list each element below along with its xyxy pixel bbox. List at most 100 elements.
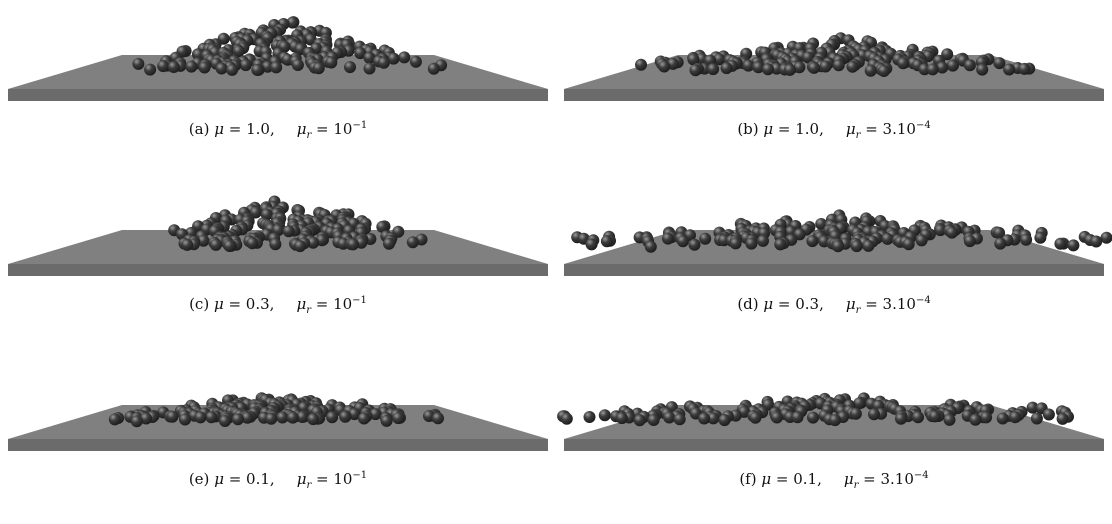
sphere [219,415,231,427]
sphere [1056,412,1069,425]
sphere [676,235,689,248]
mu-r-symbol: μ [845,120,856,138]
sphere [239,59,252,72]
mu-r-exponent: −1 [352,470,368,481]
sphere [1026,401,1039,414]
sphere [1067,239,1080,252]
sphere [699,232,712,245]
sphere [868,408,880,421]
sphere [774,238,787,251]
caption-label: (f) [739,470,762,488]
sphere [363,62,376,75]
sphere [209,238,222,251]
sphere [689,64,702,77]
sphere [946,59,959,72]
sphere [363,51,376,64]
comma: , [819,295,824,313]
sphere [406,236,419,249]
sphere [286,16,299,29]
sphere [850,240,863,253]
sphere [688,238,701,251]
sphere [560,412,573,425]
caption-label: (d) [737,295,764,313]
sphere [897,57,910,70]
panel-caption: (a) μ = 1.0, μr = 10−1 [0,120,556,141]
sphere [427,62,440,75]
sphere [344,61,356,74]
sphere [793,61,806,74]
sphere [808,61,820,74]
mu-symbol: μ [763,120,774,138]
equals-sign: = [860,120,883,138]
mu-value: 1.0 [795,120,820,138]
sphere [742,59,755,72]
mu-symbol: μ [214,470,224,488]
mu-value: 0.1 [246,470,270,488]
caption-label: (c) [189,295,214,313]
mu-r-subscript: r [855,305,861,316]
sphere [941,48,954,61]
sphere [598,409,611,422]
mu-r-subscript: r [306,130,312,141]
sphere [993,226,1006,239]
sphere [585,238,598,251]
sphere [307,236,320,249]
sphere [993,57,1006,70]
sphere [144,63,157,76]
sphere [757,234,769,247]
sphere [663,411,676,424]
sphere [895,412,907,425]
sphere [720,62,733,75]
equals-sign: = [858,470,881,488]
simulation-render [8,195,548,276]
mu-r-symbol: μ [843,470,854,488]
mu-r-exponent: −4 [913,470,929,481]
sphere [339,410,352,423]
panel-caption: (c) μ = 0.3, μr = 10−1 [0,295,556,316]
sphere [1003,63,1016,76]
sphere [862,239,875,252]
panel-caption: (d) μ = 0.3, μr = 3.10−4 [556,295,1112,316]
sphere [130,415,143,428]
comma: , [269,120,275,138]
sphere [231,413,244,426]
sphere [347,238,359,251]
mu-value: 0.3 [245,295,270,313]
mu-r-exponent: −1 [352,295,367,306]
sphere [246,237,259,250]
sphere [398,51,411,64]
sphere [181,238,194,251]
sphere [583,411,596,423]
simulation-render [8,392,548,451]
sphere [729,237,742,250]
sphere [312,62,325,75]
sphere [1042,408,1055,421]
sphere [994,237,1007,250]
sphere [802,51,815,64]
sphere [770,411,783,424]
sphere [600,235,613,248]
sphere [829,414,841,427]
sphere [383,237,395,250]
mu-r-symbol: μ [296,295,307,313]
panel-c: (c) μ = 0.3, μr = 10−1 [0,175,556,349]
sphere [1030,412,1043,425]
sphere [409,55,422,68]
mu-r-symbol: μ [296,470,307,488]
mu-symbol: μ [763,295,774,313]
mu-value: 0.3 [795,295,820,313]
panel-d: (d) μ = 0.3, μr = 3.10−4 [556,175,1112,349]
comma: , [819,120,824,138]
mu-r-subscript: r [855,130,861,141]
mu-r-value: 3.10 [882,120,916,138]
sphere [132,57,145,70]
equals-sign: = [311,470,334,488]
plate-front [564,264,1104,276]
sphere [635,58,647,71]
mu-r-value: 3.10 [882,295,916,313]
sphere [205,411,218,424]
mu-value: 1.0 [246,120,270,138]
sphere [307,413,320,426]
mu-symbol: μ [761,470,772,488]
sphere [644,240,657,253]
